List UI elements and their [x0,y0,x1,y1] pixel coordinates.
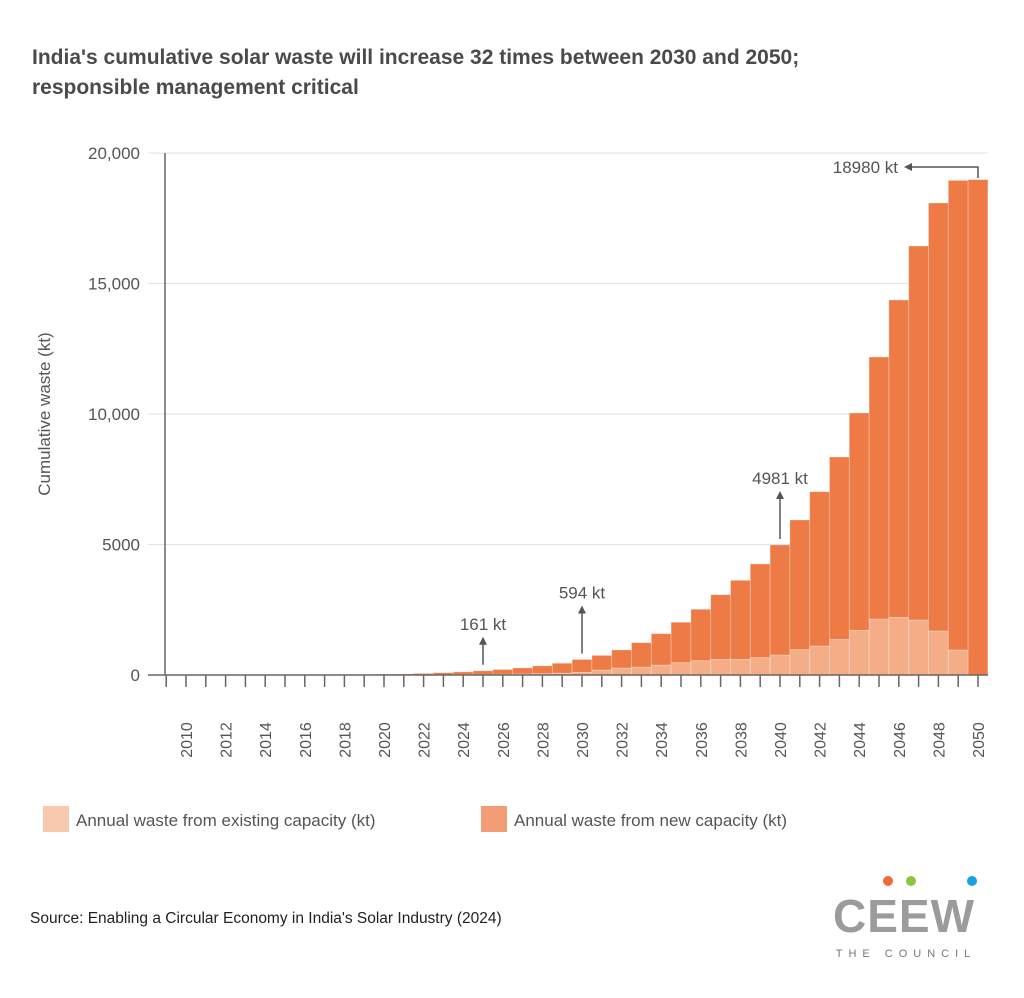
x-tick-label: 2042 [813,722,830,758]
bar-new-2049 [948,180,968,650]
x-tick-label: 2050 [971,722,988,758]
y-tick-label: 5000 [102,536,140,555]
bar-new-2047 [909,246,929,620]
bar-new-2039 [750,564,770,658]
arrow-head-icon [776,491,784,499]
bar-new-2034 [651,634,671,665]
annotation-label: 18980 kt [833,158,898,177]
bar-new-2024 [453,672,473,675]
annotation-label: 161 kt [460,615,507,634]
bar-existing-2033 [632,667,652,675]
logo-wordmark: CEEW [833,890,975,942]
arrow-head-icon [479,637,487,645]
logo-dot [906,876,916,886]
x-tick-label: 2030 [575,722,592,758]
bar-new-2042 [810,492,830,646]
x-tick-label: 2038 [733,722,750,758]
bar-new-2033 [632,643,652,667]
x-tick-label: 2048 [931,722,948,758]
bar-new-2044 [849,413,869,630]
x-tick-label: 2018 [337,722,354,758]
legend-label-new: Annual waste from new capacity (kt) [514,811,787,830]
bar-new-2032 [612,650,632,668]
bar-new-2041 [790,520,810,650]
bar-new-2038 [731,580,751,659]
bar-new-2045 [869,357,889,619]
bar-existing-2041 [790,650,810,675]
x-tick-label: 2026 [496,722,513,758]
bar-existing-2043 [830,639,850,675]
arrow-head-icon [904,163,912,171]
bar-existing-2032 [612,668,632,675]
y-tick-label: 0 [131,666,140,685]
bar-new-2050 [968,180,988,675]
bar-new-2048 [929,203,949,631]
bar-existing-2037 [711,659,731,675]
bar-existing-2049 [948,650,968,675]
chart-title-line-2: responsible management critical [32,76,359,99]
legend-swatch-new [481,806,507,832]
legend-label-existing: Annual waste from existing capacity (kt) [76,811,376,830]
bar-new-2046 [889,300,909,617]
bar-existing-2034 [651,665,671,675]
bar-existing-2038 [731,659,751,675]
legend: Annual waste from existing capacity (kt)… [43,806,787,832]
x-tick-label: 2040 [773,722,790,758]
logo-dot [883,876,893,886]
y-axis-label: Cumulative waste (kt) [35,332,54,495]
bar-existing-2039 [750,658,770,675]
x-tick-label: 2034 [654,722,671,758]
x-tick-label: 2020 [377,722,394,758]
x-tick-label: 2044 [852,722,869,758]
x-tick-label: 2032 [615,722,632,758]
bar-new-2030 [572,659,592,672]
x-tick-label: 2014 [258,722,275,758]
annotation-label: 4981 kt [752,469,808,488]
bar-existing-2045 [869,619,889,675]
arrow-head-icon [578,605,586,613]
bar-new-2027 [513,668,533,674]
bar-existing-2042 [810,646,830,675]
bar-existing-2036 [691,661,711,675]
chart-title-line-1: India's cumulative solar waste will incr… [32,46,799,69]
bar-new-2043 [830,457,850,639]
bar-new-2037 [711,595,731,660]
x-tick-label: 2012 [219,722,236,758]
source-note: Source: Enabling a Circular Economy in I… [30,910,502,927]
y-tick-label: 10,000 [88,405,140,424]
bar-new-2036 [691,609,711,660]
x-tick-label: 2016 [298,722,315,758]
bar-existing-2046 [889,617,909,675]
bar-new-2035 [671,622,691,662]
y-tick-label: 15,000 [88,275,140,294]
bar-new-2031 [592,655,612,670]
legend-swatch-existing [43,806,69,832]
x-tick-label: 2022 [417,722,434,758]
y-tick-label: 20,000 [88,144,140,163]
x-tick-label: 2028 [535,722,552,758]
annotation-arrow [912,167,978,178]
x-tick-label: 2046 [892,722,909,758]
bar-existing-2035 [671,663,691,675]
annotation-label: 594 kt [559,583,606,602]
bar-existing-2047 [909,620,929,675]
bar-existing-2040 [770,655,790,675]
x-tick-label: 2024 [456,722,473,758]
bar-existing-2044 [849,630,869,675]
bar-existing-2048 [929,631,949,675]
bar-new-2026 [493,670,513,675]
ceew-logo: CEEW THE COUNCIL [833,876,977,960]
logo-dot [967,876,977,886]
bar-new-2025 [473,671,493,675]
x-tick-label: 2036 [694,722,711,758]
logo-subtext: THE COUNCIL [836,948,977,960]
bar-new-2029 [552,663,572,673]
bar-new-2040 [770,545,790,655]
bar-new-2028 [533,666,553,674]
x-tick-label: 2010 [179,722,196,758]
